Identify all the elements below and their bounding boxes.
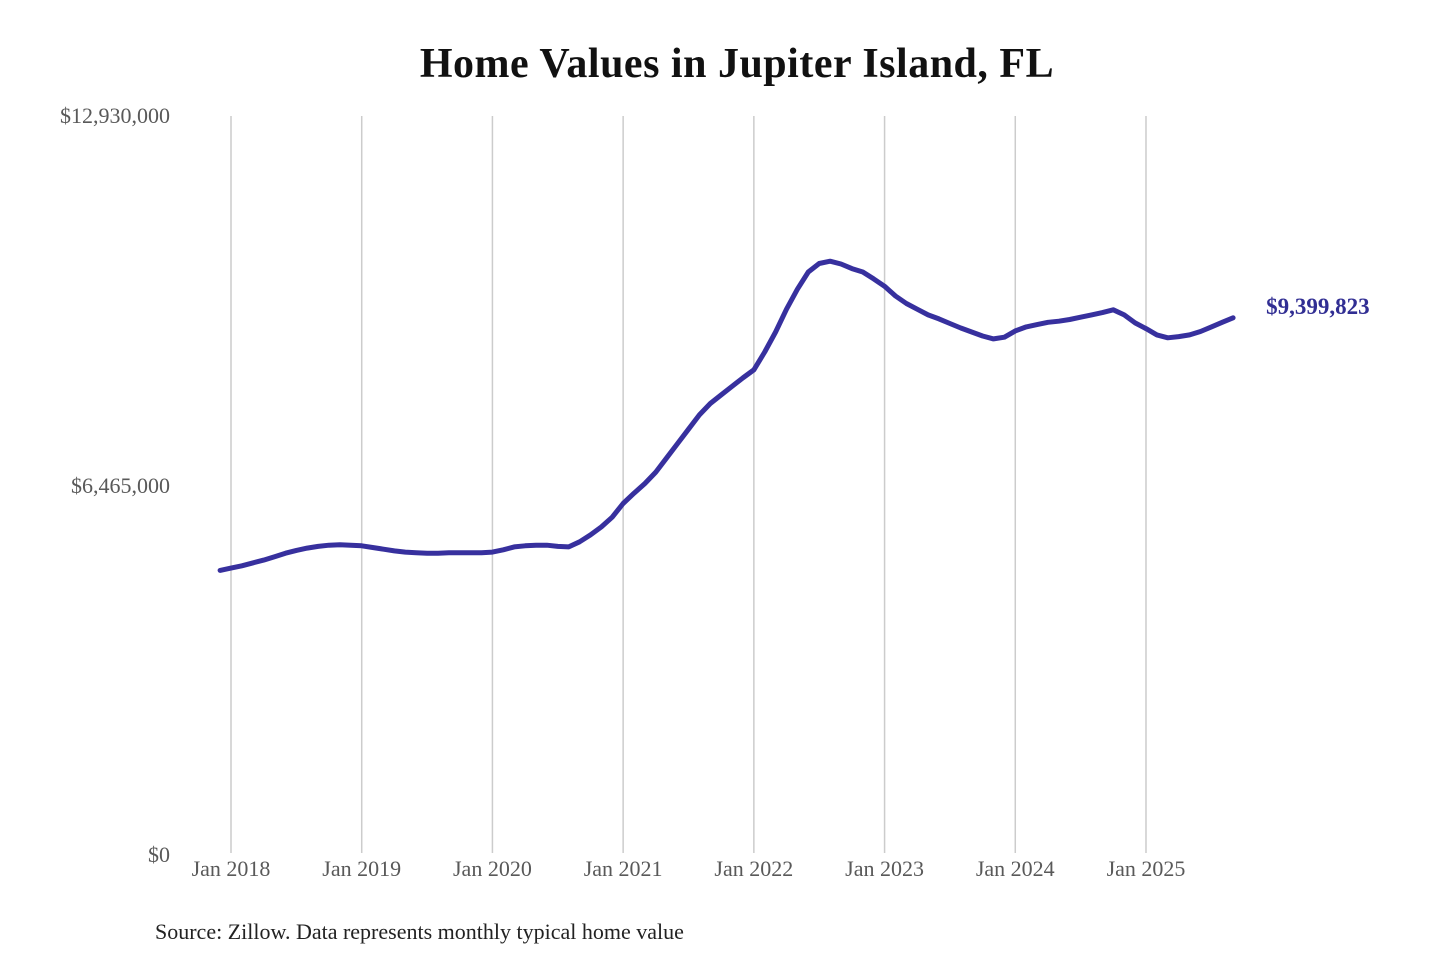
x-axis-tick-label: Jan 2018 (191, 856, 271, 881)
end-value-label: $9,399,823 (1266, 293, 1370, 319)
x-axis-tick-label: Jan 2019 (322, 856, 402, 881)
x-axis-tick-label: Jan 2021 (583, 856, 663, 881)
chart-title: Home Values in Jupiter Island, FL (419, 41, 1055, 87)
source-note: Source: Zillow. Data represents monthly … (155, 919, 684, 944)
y-axis-tick-label: $0 (148, 842, 170, 867)
x-axis-tick-label: Jan 2024 (975, 856, 1055, 881)
y-axis-tick-label: $12,930,000 (60, 103, 170, 128)
y-axis-tick-label: $6,465,000 (71, 472, 170, 498)
x-axis-tick-label: Jan 2023 (845, 856, 924, 881)
x-axis-tick-label: Jan 2022 (714, 856, 794, 881)
x-axis-tick-label: Jan 2020 (453, 856, 532, 881)
x-axis-tick-label: Jan 2025 (1106, 856, 1186, 881)
home-value-line (217, 258, 1236, 573)
